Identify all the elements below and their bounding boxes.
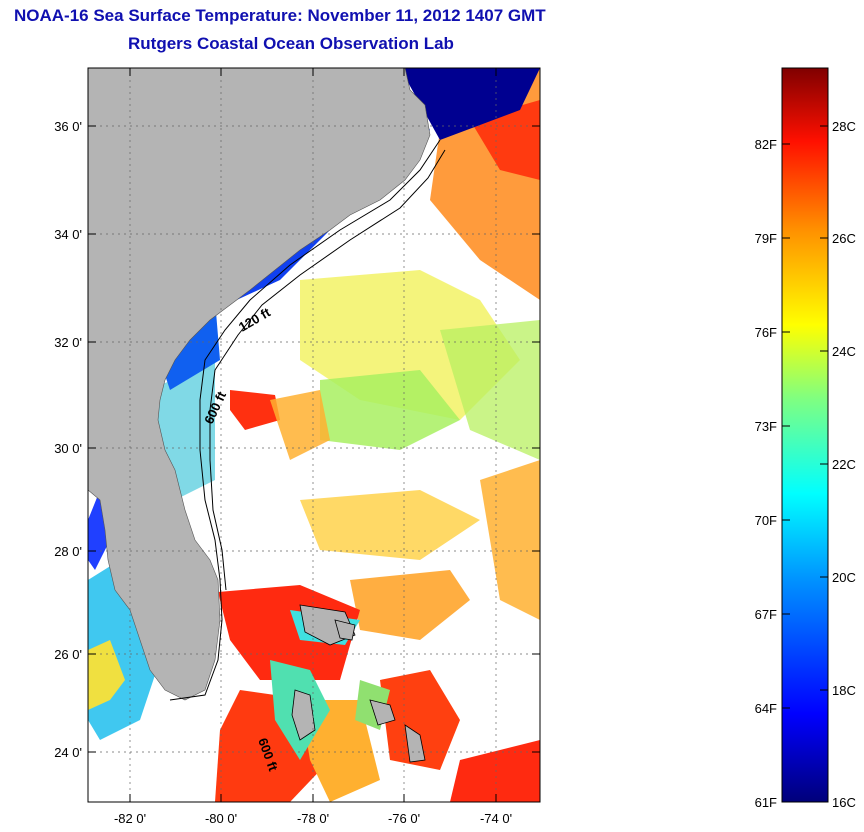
lat-label: 30 0' [54, 441, 82, 456]
map-ticks [88, 68, 540, 802]
colorbar [781, 67, 829, 803]
lon-label: -80 0' [205, 811, 237, 826]
map-frame [87, 67, 541, 803]
colorbar-f-label: 82F [755, 137, 777, 152]
lat-label: 32 0' [54, 335, 82, 350]
colorbar-celsius-labels: 28C 26C 24C 22C 20C 18C 16C [832, 119, 856, 810]
bahamas-islands [291, 604, 426, 763]
colorbar-c-label: 26C [832, 231, 856, 246]
colorbar-f-label: 76F [755, 325, 777, 340]
colorbar-fahrenheit-labels: 82F 79F 76F 73F 70F 67F 64F 61F [755, 137, 777, 810]
colorbar-c-label: 22C [832, 457, 856, 472]
colorbar-c-label: 16C [832, 795, 856, 810]
colorbar-c-label: 28C [832, 119, 856, 134]
land-mass [88, 68, 431, 701]
bathymetry-contours [169, 139, 446, 701]
colorbar-f-label: 64F [755, 701, 777, 716]
colorbar-f-label: 79F [755, 231, 777, 246]
colorbar-f-label: 61F [755, 795, 777, 810]
lon-label: -74 0' [480, 811, 512, 826]
map-subtitle: Rutgers Coastal Ocean Observation Lab [128, 34, 454, 53]
lat-label: 34 0' [54, 227, 82, 242]
graticule [88, 68, 540, 802]
lon-label: -76 0' [388, 811, 420, 826]
colorbar-ticks [782, 125, 828, 709]
map-plot-area: 120 ft 600 ft 600 ft [88, 68, 540, 802]
lon-label: -82 0' [114, 811, 146, 826]
map-title: NOAA-16 Sea Surface Temperature: Novembe… [14, 6, 546, 25]
sst-field [88, 68, 540, 802]
lat-label: 26 0' [54, 647, 82, 662]
colorbar-c-label: 20C [832, 570, 856, 585]
lat-label: 28 0' [54, 544, 82, 559]
colorbar-f-label: 67F [755, 607, 777, 622]
lat-label: 36 0' [54, 119, 82, 134]
latitude-labels: 36 0' 34 0' 32 0' 30 0' 28 0' 26 0' 24 0… [54, 119, 82, 760]
lon-label: -78 0' [297, 811, 329, 826]
colorbar-f-label: 70F [755, 513, 777, 528]
lat-label: 24 0' [54, 745, 82, 760]
longitude-labels: -82 0' -80 0' -78 0' -76 0' -74 0' [114, 811, 512, 826]
colorbar-c-label: 18C [832, 683, 856, 698]
colorbar-c-label: 24C [832, 344, 856, 359]
colorbar-f-label: 73F [755, 419, 777, 434]
